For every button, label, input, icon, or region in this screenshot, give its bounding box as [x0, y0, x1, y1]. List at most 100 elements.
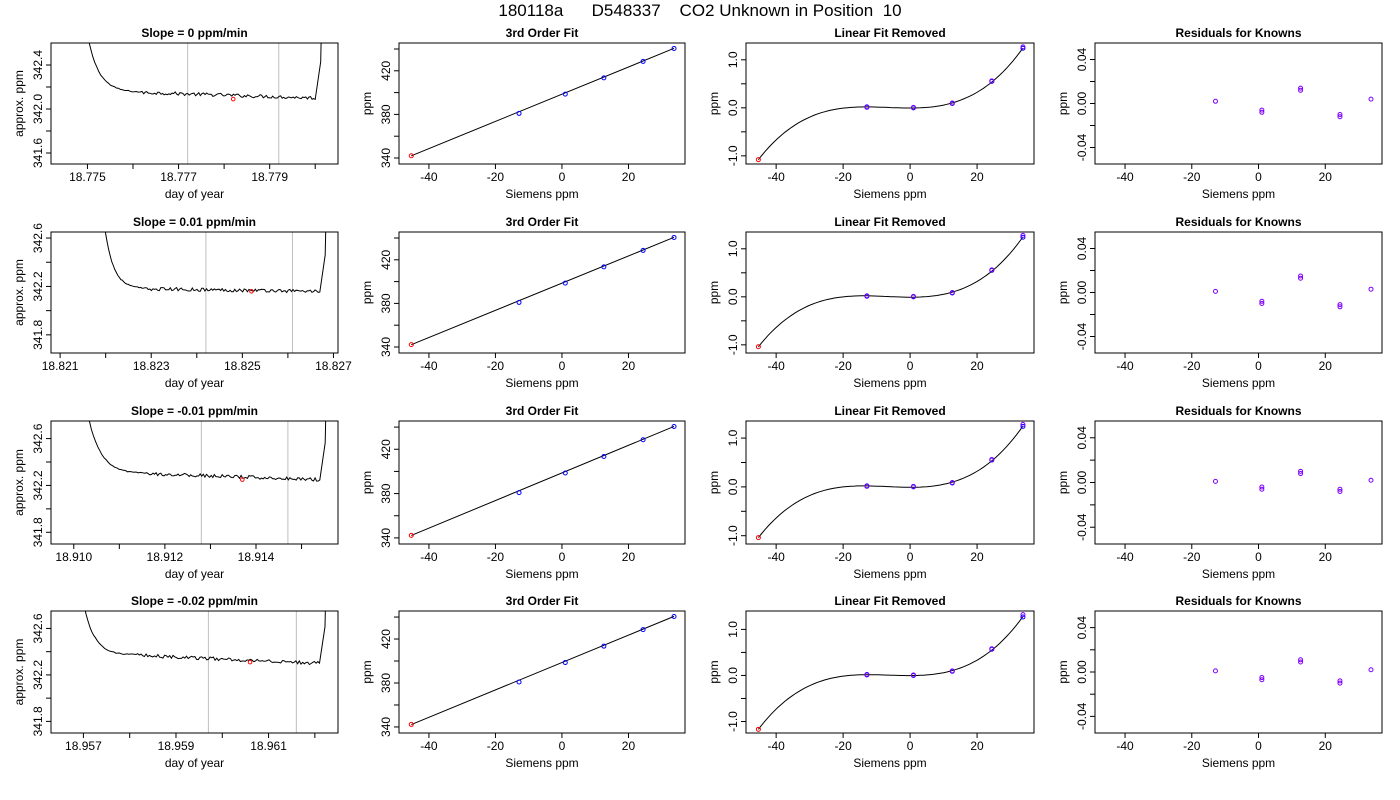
unknown-point [755, 344, 761, 350]
known-point [1020, 614, 1026, 620]
fit-line [411, 425, 675, 536]
y-tick-label: 0.00 [1075, 470, 1089, 494]
residual-point [1368, 96, 1374, 102]
residual-point [1337, 678, 1343, 684]
y-tick-label: -1.0 [726, 334, 740, 355]
x-tick-label: 18.914 [238, 550, 275, 564]
plot-frame [50, 610, 339, 734]
plot-area [1212, 657, 1374, 686]
plot-area [755, 232, 1026, 350]
y-tick-label: 342.0 [31, 94, 45, 124]
x-axis-label: day of year [165, 756, 224, 770]
x-tick-label: 0 [559, 359, 566, 373]
y-tick-label: 342.6 [31, 423, 45, 453]
x-tick-label: -20 [487, 170, 505, 184]
x-tick-label: 18.777 [160, 170, 197, 184]
x-tick-label: 18.775 [69, 170, 106, 184]
x-tick-label: 18.961 [250, 739, 287, 753]
known-point [1020, 234, 1026, 240]
y-tick-label: -1.0 [726, 525, 740, 546]
unknown-point [755, 726, 761, 732]
y-tick-label: 0.04 [1075, 236, 1089, 260]
plot-frame [398, 42, 686, 165]
y-tick-label: 0.04 [1075, 47, 1089, 71]
x-tick-label: 20 [1319, 550, 1333, 564]
plot-area [408, 45, 677, 159]
x-tick-label: 20 [1319, 359, 1333, 373]
x-tick-label: 18.779 [251, 170, 288, 184]
plot-area [84, 611, 326, 733]
residual-point [1337, 304, 1343, 310]
y-axis-label: ppm [707, 92, 721, 115]
known-point [1020, 423, 1026, 429]
unknown-point [408, 721, 414, 727]
x-tick-label: 20 [622, 170, 636, 184]
y-tick-label: -0.04 [1075, 702, 1089, 730]
x-tick-label: -40 [420, 550, 438, 564]
plot-frame [398, 231, 686, 354]
residual-point [1259, 484, 1265, 490]
y-tick-label: 0.0 [726, 99, 740, 116]
known-point [562, 280, 568, 286]
residual-point [1368, 286, 1374, 292]
x-axis-label: day of year [165, 187, 224, 201]
x-tick-label: -20 [1183, 739, 1201, 753]
known-point [671, 613, 677, 619]
y-tick-label: 0.04 [1075, 426, 1089, 450]
plot-frame [1094, 420, 1383, 545]
y-tick-label: -1.0 [726, 145, 740, 166]
residual-point [1298, 85, 1304, 91]
y-tick-label: -1.0 [726, 711, 740, 732]
known-point-repeat [864, 104, 870, 110]
known-point-repeat [910, 672, 916, 678]
known-point [601, 643, 607, 649]
known-point [562, 660, 568, 666]
residual-point [1298, 468, 1304, 474]
residual-point [1298, 273, 1304, 279]
x-axis-label: Siemens ppm [1202, 376, 1275, 390]
x-tick-label: 0 [559, 170, 566, 184]
panel-title: Slope = 0 ppm/min [141, 26, 247, 40]
x-tick-label: -20 [834, 550, 852, 564]
residual-point [1259, 486, 1265, 492]
fit-line [411, 47, 675, 157]
panel-title: Linear Fit Removed [834, 404, 945, 418]
x-tick-label: 20 [1319, 170, 1333, 184]
panel-r2-c1: Slope = 0.01 ppm/min 18.821 18.823 18.825 18… [12, 215, 352, 390]
y-tick-label: 420 [379, 60, 393, 80]
panel-title: Slope = -0.02 ppm/min [131, 594, 258, 608]
x-tick-label: 0 [907, 739, 914, 753]
x-tick-label: -20 [834, 170, 852, 184]
x-tick-label: -20 [1183, 550, 1201, 564]
y-tick-label: 380 [379, 104, 393, 124]
x-axis-label: Siemens ppm [853, 567, 926, 581]
x-tick-label: -40 [767, 739, 785, 753]
y-tick-label: 342.6 [31, 613, 45, 643]
panel-title: Residuals for Knowns [1175, 404, 1301, 418]
panel-title: 3rd Order Fit [506, 594, 579, 608]
plot-area [88, 421, 327, 544]
plot-frame [1094, 42, 1383, 165]
residual-point [1212, 478, 1218, 484]
y-tick-label: 342.2 [31, 660, 45, 690]
panel-r3-c4: Residuals for Knowns -40 -20 0 20 Siemens ppm… [1056, 404, 1383, 581]
y-tick-label: 340 [379, 528, 393, 548]
y-axis-label: approx. ppm [12, 449, 26, 516]
cubic-fit-curve [758, 616, 1024, 730]
y-tick-label: 1.0 [726, 621, 740, 638]
x-tick-label: 20 [622, 739, 636, 753]
x-tick-label: -40 [1116, 550, 1134, 564]
y-axis-label: ppm [1056, 281, 1070, 304]
x-axis-label: day of year [165, 567, 224, 581]
plot-area [408, 424, 677, 538]
plot-area [408, 234, 677, 348]
x-tick-label: 18.825 [224, 359, 261, 373]
plot-frame [50, 231, 339, 354]
x-axis-label: Siemens ppm [1202, 187, 1275, 201]
x-tick-label: -40 [1116, 170, 1134, 184]
x-tick-label: 18.821 [42, 359, 79, 373]
y-tick-label: 0.00 [1075, 280, 1089, 304]
panel-title: 3rd Order Fit [506, 404, 579, 418]
y-tick-label: 0.00 [1075, 660, 1089, 684]
y-axis-label: ppm [707, 471, 721, 494]
